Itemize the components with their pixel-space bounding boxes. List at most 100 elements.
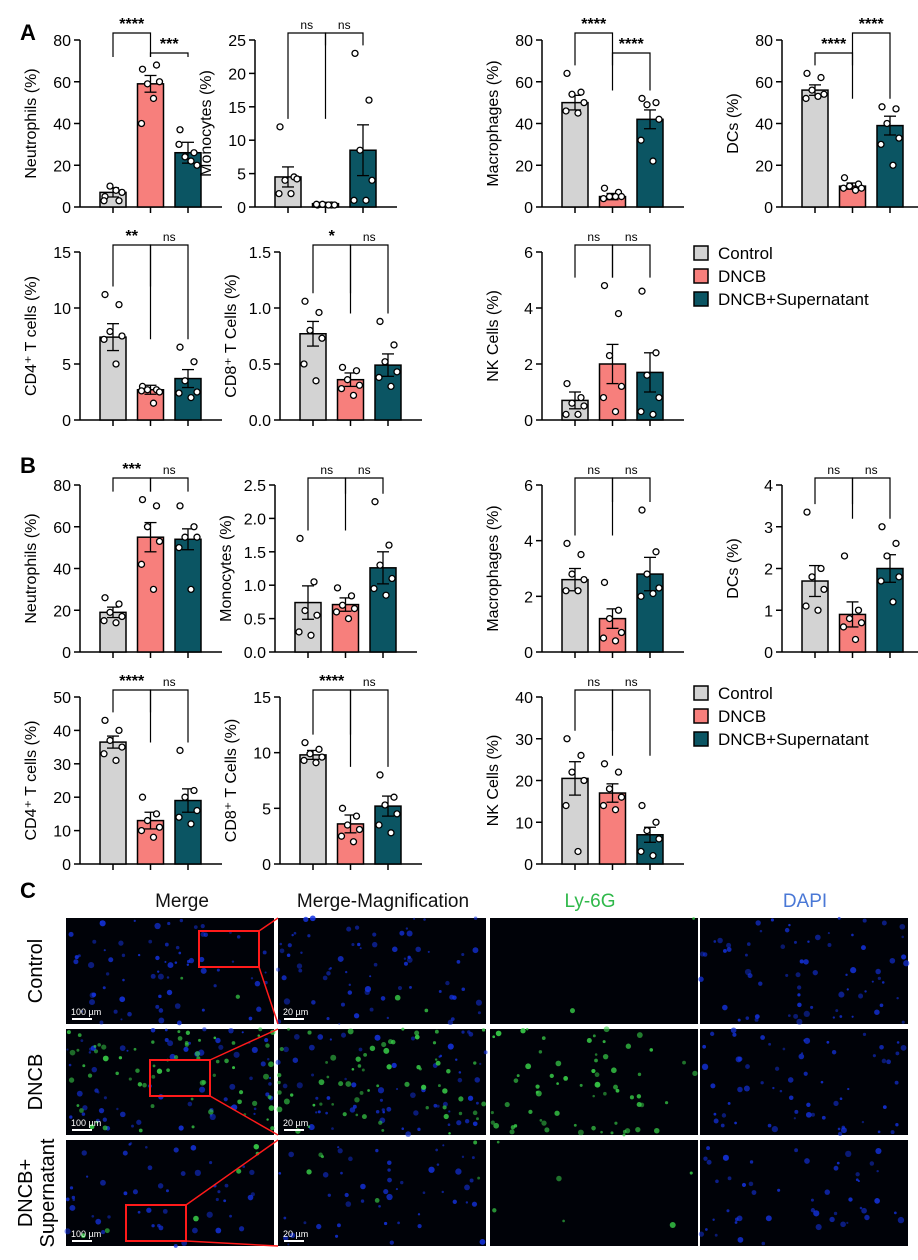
chart-a-1: 0 5 10 15 20 25 Monocytes (%) ns ns bbox=[198, 18, 397, 217]
ly6g-cell bbox=[624, 1128, 631, 1134]
ly6g-cell bbox=[458, 1096, 464, 1102]
dapi-nucleus bbox=[116, 1107, 119, 1111]
y-tick-label: 2 bbox=[524, 357, 533, 374]
data-point bbox=[820, 585, 828, 594]
dapi-nucleus bbox=[784, 927, 790, 933]
dapi-nucleus bbox=[391, 1062, 397, 1068]
y-tick-label: 0.5 bbox=[249, 357, 271, 374]
data-point bbox=[313, 611, 321, 619]
significance-label: ns bbox=[300, 18, 313, 32]
dapi-nucleus bbox=[325, 1111, 328, 1115]
significance-label: ** bbox=[126, 228, 139, 245]
roi-box bbox=[198, 930, 260, 968]
data-point bbox=[338, 363, 347, 372]
data-point bbox=[655, 115, 663, 123]
y-tick-label: 30 bbox=[515, 732, 533, 749]
dapi-nucleus bbox=[103, 1096, 107, 1100]
ly6g-cell bbox=[594, 1053, 598, 1056]
data-point bbox=[176, 126, 184, 134]
ly6g-cell bbox=[692, 1070, 698, 1077]
data-point bbox=[611, 806, 620, 814]
dapi-nucleus bbox=[747, 973, 753, 979]
dapi-nucleus bbox=[137, 1210, 141, 1214]
data-point bbox=[300, 360, 308, 368]
dapi-nucleus bbox=[837, 1131, 843, 1137]
y-axis-label: DCs (%) bbox=[725, 538, 742, 598]
dapi-nucleus bbox=[375, 1148, 379, 1153]
dapi-nucleus bbox=[862, 1032, 867, 1036]
data-point bbox=[181, 533, 189, 541]
ly6g-cell bbox=[472, 1110, 478, 1116]
dapi-nucleus bbox=[837, 1127, 841, 1131]
dapi-nucleus bbox=[796, 1018, 803, 1025]
dapi-nucleus bbox=[475, 1101, 479, 1105]
y-tick-label: 0 bbox=[237, 200, 246, 217]
data-point bbox=[892, 105, 900, 113]
dapi-nucleus bbox=[874, 1009, 880, 1015]
dapi-nucleus bbox=[349, 1107, 356, 1113]
ly6g-cell bbox=[287, 1027, 290, 1031]
ly6g-cell bbox=[636, 1101, 642, 1108]
dapi-nucleus bbox=[200, 924, 205, 929]
ly6g-cell bbox=[361, 1114, 367, 1120]
data-point bbox=[562, 801, 570, 810]
dapi-nucleus bbox=[326, 971, 331, 976]
data-point bbox=[580, 402, 588, 410]
data-point bbox=[577, 550, 585, 559]
data-point bbox=[106, 182, 114, 190]
data-point bbox=[637, 847, 645, 856]
data-point bbox=[118, 612, 126, 621]
dapi-nucleus bbox=[265, 1092, 270, 1097]
ly6g-cell bbox=[208, 1109, 214, 1115]
dapi-nucleus bbox=[309, 915, 316, 922]
dapi-nucleus bbox=[397, 985, 403, 991]
dapi-nucleus bbox=[737, 1236, 744, 1243]
y-tick-label: 60 bbox=[53, 75, 71, 92]
dapi-nucleus bbox=[164, 1038, 169, 1043]
ly6g-cell bbox=[270, 1126, 275, 1131]
dapi-nucleus bbox=[80, 1010, 84, 1013]
y-tick-label: 0.5 bbox=[244, 612, 266, 629]
ly6g-cell bbox=[215, 1059, 220, 1064]
significance-bracket bbox=[574, 477, 614, 536]
y-tick-label: 0.0 bbox=[249, 413, 271, 430]
data-point bbox=[306, 750, 314, 758]
ly6g-cell bbox=[434, 1058, 438, 1061]
ly6g-cell bbox=[563, 1076, 569, 1081]
ly6g-cell bbox=[128, 1077, 132, 1081]
dapi-nucleus bbox=[358, 1047, 363, 1052]
chart-a-3: 0 20 40 60 80 DCs (%) **** **** bbox=[725, 16, 918, 217]
dapi-nucleus bbox=[248, 1016, 253, 1021]
dapi-nucleus bbox=[737, 1018, 741, 1022]
data-point bbox=[563, 539, 571, 548]
data-point bbox=[562, 410, 570, 419]
dapi-nucleus bbox=[793, 940, 797, 944]
ly6g-cell bbox=[481, 1101, 487, 1107]
dapi-nucleus bbox=[229, 1214, 232, 1218]
data-point bbox=[802, 602, 810, 610]
dapi-nucleus bbox=[405, 1131, 411, 1137]
dapi-nucleus bbox=[405, 927, 409, 930]
dapi-nucleus bbox=[845, 1150, 852, 1158]
dapi-nucleus bbox=[877, 1130, 881, 1134]
dapi-nucleus bbox=[705, 1228, 708, 1231]
ly6g-cell bbox=[649, 1048, 654, 1052]
dapi-nucleus bbox=[400, 1180, 404, 1185]
ly6g-cell bbox=[354, 1097, 360, 1103]
chart-b-13: 0 10 20 30 40 NK Cells (%) ns ns bbox=[485, 675, 684, 874]
dapi-nucleus bbox=[803, 1039, 806, 1042]
dapi-nucleus bbox=[147, 1165, 153, 1171]
dapi-nucleus bbox=[228, 1027, 234, 1034]
dapi-nucleus bbox=[88, 1051, 92, 1054]
dapi-nucleus bbox=[820, 1080, 824, 1084]
ly6g-cell bbox=[361, 1068, 365, 1072]
dapi-nucleus bbox=[876, 1169, 879, 1173]
ly6g-cell bbox=[66, 1030, 71, 1035]
data-point bbox=[600, 760, 609, 768]
y-axis-label: NK Cells (%) bbox=[485, 735, 502, 827]
dapi-nucleus bbox=[291, 933, 294, 937]
ly6g-cell bbox=[355, 1113, 359, 1117]
dapi-nucleus bbox=[292, 1057, 299, 1063]
dapi-nucleus bbox=[303, 1221, 307, 1225]
legend-item: DNCB+Supernatant bbox=[718, 290, 869, 309]
